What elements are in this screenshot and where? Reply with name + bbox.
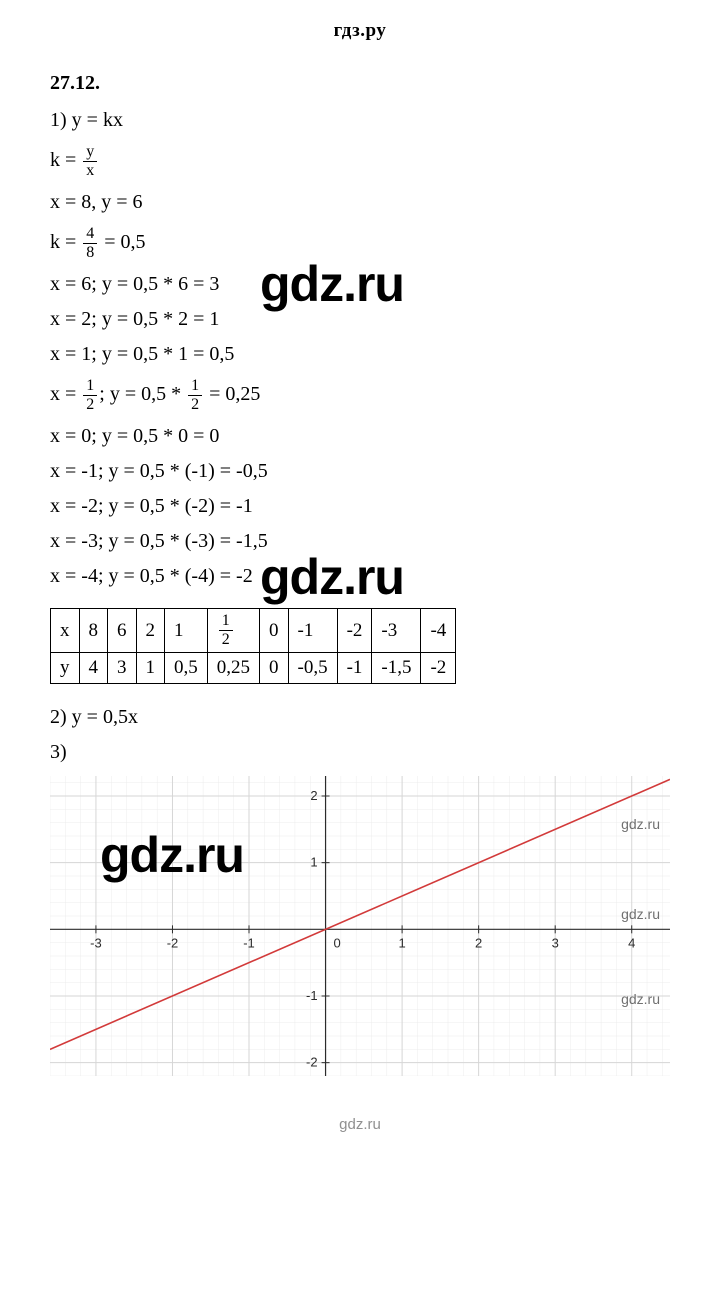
svg-text:2: 2 — [475, 935, 482, 950]
denominator: 2 — [83, 396, 97, 413]
table-cell: -2 — [337, 609, 372, 653]
equation-line: 2) y = 0,5x — [50, 706, 670, 729]
equation-line: x = 2; y = 0,5 * 2 = 1 — [50, 308, 670, 331]
equation-line: x = 12; y = 0,5 * 12 = 0,25 — [50, 378, 670, 413]
table-cell: 3 — [108, 653, 137, 684]
numerator: 1 — [219, 613, 233, 631]
text: x = — [50, 383, 81, 405]
denominator: x — [83, 162, 97, 179]
table-cell: -0,5 — [288, 653, 337, 684]
table-cell: y — [51, 653, 80, 684]
table-cell: 1 — [136, 653, 165, 684]
table-cell: x — [51, 609, 80, 653]
svg-text:2: 2 — [310, 788, 317, 803]
numerator: y — [83, 144, 97, 162]
svg-text:-3: -3 — [90, 935, 102, 950]
text: ; y = 0,5 * — [99, 383, 186, 405]
svg-text:-1: -1 — [306, 988, 318, 1003]
fraction: 12 — [188, 378, 202, 413]
svg-text:1: 1 — [398, 935, 405, 950]
table-cell: 4 — [79, 653, 108, 684]
equation-line: x = -1; y = 0,5 * (-1) = -0,5 — [50, 460, 670, 483]
table-cell: 6 — [108, 609, 137, 653]
equation-line: 3) — [50, 741, 670, 764]
table-cell: -4 — [421, 609, 456, 653]
denominator: 2 — [188, 396, 202, 413]
values-table: x 8 6 2 1 12 0 -1 -2 -3 -4 y 4 3 1 0,5 0… — [50, 608, 456, 684]
text: k = — [50, 149, 81, 171]
table-cell: 0 — [260, 609, 289, 653]
table-cell: -1,5 — [372, 653, 421, 684]
equation-line: 1) y = kx — [50, 109, 670, 132]
table-cell: 12 — [207, 609, 259, 653]
table-cell: -1 — [288, 609, 337, 653]
svg-text:0: 0 — [334, 935, 341, 950]
chart-svg: -3 -2 -1 0 1 2 3 4 -2 -1 1 2 — [50, 776, 670, 1076]
page: гдз.ру 27.12. 1) y = kx k = yx x = 8, y … — [0, 0, 720, 1173]
fraction: 48 — [83, 226, 97, 261]
footer-watermark: gdz.ru — [50, 1116, 670, 1133]
svg-text:-2: -2 — [306, 1055, 318, 1070]
text: = 0,5 — [99, 231, 145, 253]
equation-line: k = 48 = 0,5 — [50, 226, 670, 261]
equation-line: x = 6; y = 0,5 * 6 = 3 — [50, 273, 670, 296]
svg-text:3: 3 — [552, 935, 559, 950]
problem-number: 27.12. — [50, 72, 670, 95]
equation-line: x = -4; y = 0,5 * (-4) = -2 — [50, 565, 670, 588]
denominator: 2 — [219, 631, 233, 648]
svg-text:1: 1 — [310, 855, 317, 870]
table-row: y 4 3 1 0,5 0,25 0 -0,5 -1 -1,5 -2 — [51, 653, 456, 684]
equation-line: x = 8, y = 6 — [50, 191, 670, 214]
table-cell: 0 — [260, 653, 289, 684]
table-cell: 0,5 — [165, 653, 208, 684]
fraction: yx — [83, 144, 97, 179]
equation-line: k = yx — [50, 144, 670, 179]
equation-line: x = -3; y = 0,5 * (-3) = -1,5 — [50, 530, 670, 553]
table-cell: -2 — [421, 653, 456, 684]
text: = 0,25 — [204, 383, 260, 405]
svg-text:4: 4 — [628, 935, 635, 950]
text: k = — [50, 231, 81, 253]
table-cell: 1 — [165, 609, 208, 653]
numerator: 4 — [83, 226, 97, 244]
chart: -3-2-101234-2-112 gdz.ru gdz.ru gdz.ru g… — [50, 776, 670, 1076]
denominator: 8 — [83, 244, 97, 261]
table-cell: -1 — [337, 653, 372, 684]
fraction: 12 — [219, 613, 233, 648]
fraction: 12 — [83, 378, 97, 413]
table-cell: 8 — [79, 609, 108, 653]
site-header: гдз.ру — [50, 20, 670, 42]
equation-line: x = 1; y = 0,5 * 1 = 0,5 — [50, 343, 670, 366]
equation-line: x = -2; y = 0,5 * (-2) = -1 — [50, 495, 670, 518]
numerator: 1 — [188, 378, 202, 396]
equation-line: x = 0; y = 0,5 * 0 = 0 — [50, 425, 670, 448]
svg-text:-1: -1 — [243, 935, 255, 950]
table-row: x 8 6 2 1 12 0 -1 -2 -3 -4 — [51, 609, 456, 653]
table-cell: 2 — [136, 609, 165, 653]
numerator: 1 — [83, 378, 97, 396]
table-cell: 0,25 — [207, 653, 259, 684]
svg-text:-2: -2 — [167, 935, 179, 950]
table-cell: -3 — [372, 609, 421, 653]
